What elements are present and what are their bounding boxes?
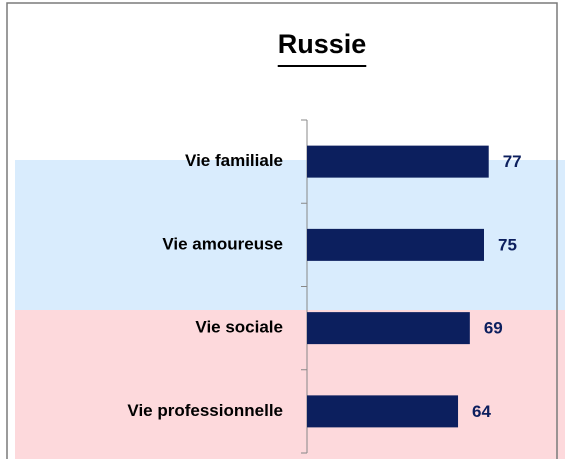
category-label: Vie amoureuse (162, 234, 283, 253)
band-pink (15, 310, 565, 459)
frame (6, 2, 558, 459)
category-label: Vie sociale (195, 318, 283, 337)
bar (307, 395, 459, 428)
category-label: Vie professionnelle (127, 401, 283, 420)
category-label: Vie familiale (185, 151, 283, 170)
bar (307, 145, 489, 178)
chart-title: Russie (278, 29, 367, 59)
value-label: 77 (503, 152, 522, 171)
bar (307, 312, 470, 345)
value-label: 69 (484, 319, 503, 338)
bar (307, 228, 484, 261)
value-label: 64 (472, 402, 491, 421)
value-label: 75 (498, 235, 517, 254)
